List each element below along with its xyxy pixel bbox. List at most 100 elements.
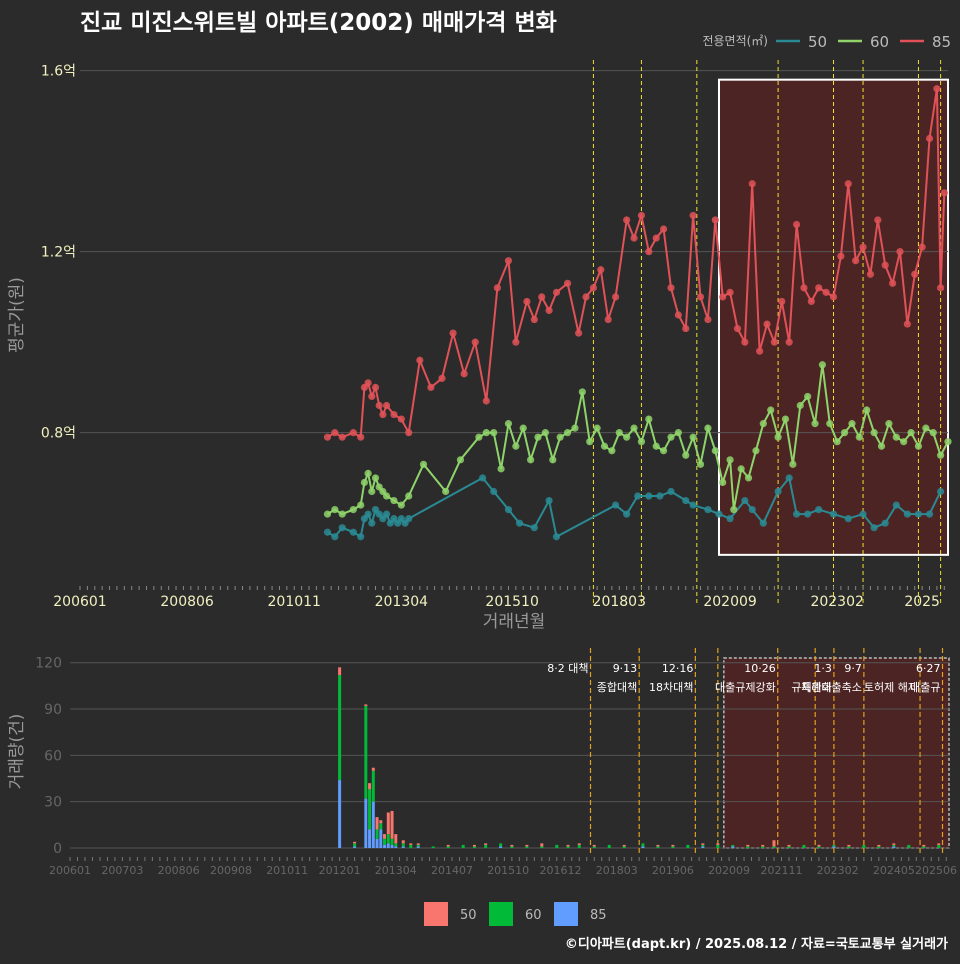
data-point-60	[719, 478, 727, 487]
x-tick-label: 202302	[810, 594, 863, 610]
data-point-50	[357, 533, 365, 541]
data-point-50	[792, 510, 801, 518]
data-point-85	[837, 252, 845, 260]
bar-segment-50	[409, 843, 413, 845]
data-point-60	[674, 429, 682, 437]
data-point-85	[405, 429, 413, 437]
bar-segment-50	[394, 834, 398, 844]
data-point-60	[475, 433, 483, 441]
bar-segment-60	[446, 846, 450, 848]
data-point-50	[859, 510, 867, 518]
data-point-85	[611, 293, 620, 301]
bar-segment-85	[499, 846, 503, 848]
x-tick-label: 200806	[158, 864, 200, 877]
data-point-85	[822, 288, 830, 296]
data-point-50	[704, 505, 712, 514]
bar-segment-60	[832, 844, 836, 847]
x-tick-label: 201803	[593, 594, 646, 610]
x-tick-label: 200601	[49, 864, 91, 877]
data-point-60	[840, 429, 849, 437]
y-tick-label: 90	[44, 702, 62, 718]
data-point-60	[482, 429, 490, 437]
data-point-85	[375, 401, 383, 410]
price-legend: 전용면적(㎡) 50 60 85	[702, 33, 951, 51]
bar-segment-85	[353, 846, 357, 848]
data-point-60	[593, 424, 601, 432]
bar-segment-60	[416, 844, 420, 847]
data-point-85	[711, 216, 719, 224]
bar-segment-60	[892, 844, 896, 847]
policy-label: 1·3	[814, 662, 832, 675]
data-point-85	[696, 293, 705, 301]
bar-segment-85	[368, 829, 372, 848]
data-point-60	[944, 438, 952, 446]
bar-segment-50	[353, 841, 357, 844]
data-point-60	[571, 424, 579, 432]
bar-segment-60	[877, 846, 881, 848]
bar-segment-60	[484, 844, 488, 848]
x-tick-label: 201201	[319, 864, 361, 877]
bar-segment-60	[555, 844, 559, 848]
data-point-85	[829, 293, 838, 301]
bar-segment-85	[375, 838, 379, 848]
data-point-60	[863, 406, 871, 414]
legend-label-60: 60	[525, 908, 542, 923]
data-point-60	[357, 501, 365, 509]
x-tick-label: 201011	[268, 594, 321, 610]
bar-segment-60	[383, 838, 387, 845]
bar-segment-85	[338, 780, 342, 848]
data-point-50	[804, 510, 812, 518]
bar-segment-60	[499, 843, 503, 847]
data-point-60	[737, 465, 745, 473]
data-point-85	[357, 433, 365, 441]
data-point-85	[338, 433, 346, 441]
data-point-60	[623, 433, 631, 441]
data-point-50	[870, 524, 878, 532]
data-point-60	[419, 460, 428, 468]
legend-key-85	[554, 902, 578, 926]
x-tick-label: 201803	[596, 864, 638, 877]
policy-label: 18차대책	[649, 681, 693, 694]
bar-segment-50	[472, 844, 476, 847]
bar-segment-50	[364, 704, 368, 706]
bar-segment-60	[862, 844, 866, 848]
data-point-85	[719, 293, 727, 301]
data-point-60	[541, 429, 549, 437]
data-point-50	[656, 492, 664, 500]
data-point-85	[645, 248, 653, 256]
data-point-85	[449, 329, 457, 337]
data-point-60	[323, 510, 332, 518]
data-point-60	[549, 456, 557, 464]
data-point-85	[844, 180, 852, 188]
data-point-60	[563, 429, 572, 437]
data-point-85	[349, 429, 357, 437]
policy-label: 10·26	[744, 662, 776, 675]
x-tick-label: 2025	[904, 594, 940, 610]
data-point-60	[652, 442, 660, 450]
data-point-85	[493, 284, 501, 292]
data-point-85	[471, 338, 479, 346]
data-point-85	[371, 383, 380, 392]
bar-segment-60	[353, 843, 357, 847]
data-point-60	[382, 492, 391, 500]
x-tick-label: 200601	[53, 594, 106, 610]
data-point-60	[870, 429, 878, 437]
bar-segment-50	[746, 844, 750, 847]
bar-segment-50	[540, 843, 544, 847]
data-point-85	[652, 234, 660, 242]
bar-segment-85	[394, 846, 398, 848]
data-point-85	[575, 329, 583, 337]
data-point-85	[563, 279, 572, 287]
bar-segment-60	[577, 844, 581, 848]
data-point-60	[730, 505, 738, 514]
x-tick-label: 201304	[375, 594, 429, 610]
data-point-60	[608, 447, 616, 455]
data-point-60	[659, 447, 668, 455]
data-point-85	[390, 410, 398, 419]
data-point-60	[885, 420, 893, 428]
data-point-50	[530, 524, 538, 532]
bar-segment-50	[566, 844, 570, 847]
y-tick-label: 60	[44, 748, 62, 764]
